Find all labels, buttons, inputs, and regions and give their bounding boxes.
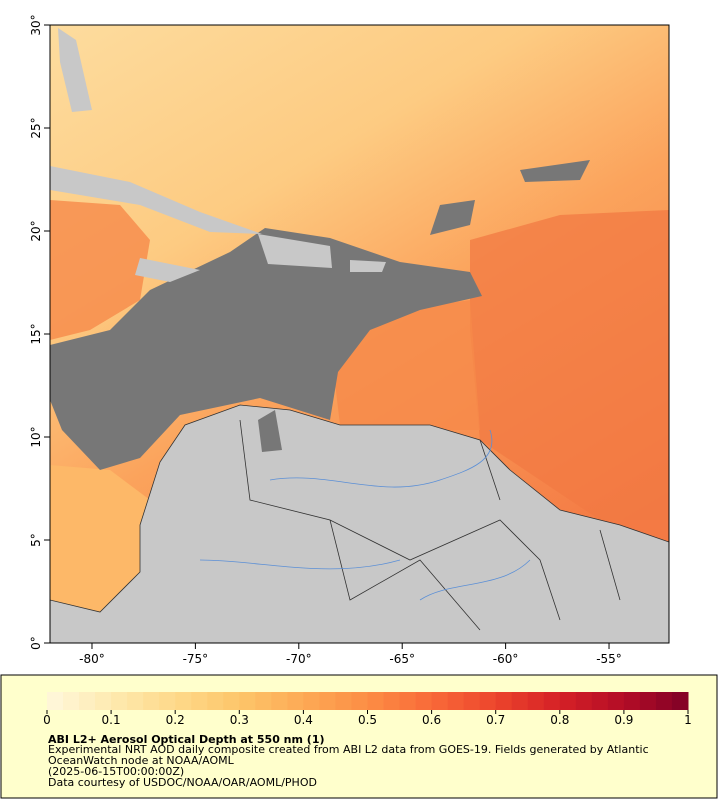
caption-line: OceanWatch node at NOAA/AOML (48, 754, 235, 767)
colorbar-segment (127, 692, 144, 710)
colorbar-segment (63, 692, 80, 710)
x-tick-label: -65° (389, 652, 415, 666)
colorbar-segment (79, 692, 96, 710)
colorbar-segment (543, 692, 561, 710)
colorbar-segment (447, 692, 465, 710)
colorbar-segment (255, 692, 272, 710)
colorbar-segment (111, 692, 128, 710)
colorbar-segment (463, 692, 481, 710)
caption-title: ABI L2+ Aerosol Optical Depth at 550 nm … (48, 733, 325, 746)
colorbar-segment (527, 692, 545, 710)
borders (239, 419, 621, 631)
colorbar-segment (303, 692, 320, 710)
colorbar-segment (511, 692, 529, 710)
land (58, 28, 92, 112)
land (135, 258, 200, 282)
rivers (199, 429, 531, 601)
colorbar-segment (383, 692, 401, 710)
colorbar-segment (655, 692, 673, 710)
colorbar-tick-label: 0 (43, 713, 51, 727)
no-data-ocean (430, 200, 475, 235)
caption-line: Experimental NRT AOD daily composite cre… (48, 743, 649, 756)
colorbar-segment (559, 692, 577, 710)
x-tick-label: -75° (183, 652, 209, 666)
aerosol-high (50, 200, 150, 340)
colorbar-tick-label: 0.8 (550, 713, 569, 727)
y-tick-label: 20° (29, 220, 43, 241)
y-tick-label: 5° (29, 533, 43, 547)
colorbar-segment (351, 692, 368, 710)
colorbar-segment (143, 692, 160, 710)
colorbar: 0 0.1 0.2 0.3 0.4 0.5 0.6 0.7 0.8 0.9 1 (43, 692, 692, 727)
land (50, 166, 262, 234)
colorbar-segment (159, 692, 176, 710)
y-tick-label: 30° (29, 14, 43, 35)
no-data-ocean (50, 228, 482, 470)
colorbar-tick-label: 0.6 (422, 713, 441, 727)
colorbar-segment (271, 692, 288, 710)
colorbar-segment (399, 692, 417, 710)
colorbar-tick-label: 0.1 (102, 713, 121, 727)
colorbar-segment (335, 692, 352, 710)
colorbar-segment (239, 692, 256, 710)
land (258, 234, 332, 268)
x-tick-label: -60° (493, 652, 519, 666)
colorbar-segment (591, 692, 609, 710)
colorbar-segment (207, 692, 224, 710)
x-tick-label: -70° (286, 652, 312, 666)
colorbar-tick-label: 0.7 (486, 713, 505, 727)
colorbar-tick-label: 0.9 (614, 713, 633, 727)
colorbar-segment (671, 692, 689, 710)
colorbar-segment (431, 692, 449, 710)
colorbar-segment (415, 692, 433, 710)
colorbar-segment (575, 692, 593, 710)
x-tick-label: -55° (596, 652, 622, 666)
colorbar-tick-label: 0.3 (230, 713, 249, 727)
colorbar-segment (479, 692, 497, 710)
colorbar-segment (495, 692, 513, 710)
y-tick-label: 15° (29, 323, 43, 344)
colorbar-segment (319, 692, 336, 710)
no-data-ocean (520, 160, 590, 182)
colorbar-tick-label: 0.4 (294, 713, 313, 727)
y-tick-label: 0° (29, 636, 43, 650)
map-image (50, 25, 669, 643)
colorbar-segment (287, 692, 304, 710)
lake (258, 410, 282, 452)
axes: -80° -75° -70° -65° -60° -55° 0° 5° 10° 15° 20° 25°… (29, 14, 622, 666)
colorbar-segment (47, 692, 64, 710)
land (50, 404, 669, 643)
colorbar-segment (623, 692, 641, 710)
caption-line: Data courtesy of USDOC/NOAA/OAR/AOML/PHO… (48, 776, 317, 789)
colorbar-segment (367, 692, 385, 710)
colorbar-segment (223, 692, 240, 710)
colorbar-segment (175, 692, 192, 710)
y-tick-label: 10° (29, 426, 43, 447)
colorbar-segment (95, 692, 112, 710)
colorbar-tick-label: 0.2 (166, 713, 185, 727)
x-tick-label: -80° (79, 652, 105, 666)
land (350, 260, 386, 272)
colorbar-segment (191, 692, 208, 710)
colorbar-segment (639, 692, 657, 710)
aerosol-high (470, 210, 669, 520)
caption-line: (2025-06-15T00:00:00Z) (48, 765, 184, 778)
colorbar-segment (607, 692, 625, 710)
colorbar-tick-label: 1 (684, 713, 692, 727)
colorbar-tick-label: 0.5 (358, 713, 377, 727)
y-tick-label: 25° (29, 117, 43, 138)
